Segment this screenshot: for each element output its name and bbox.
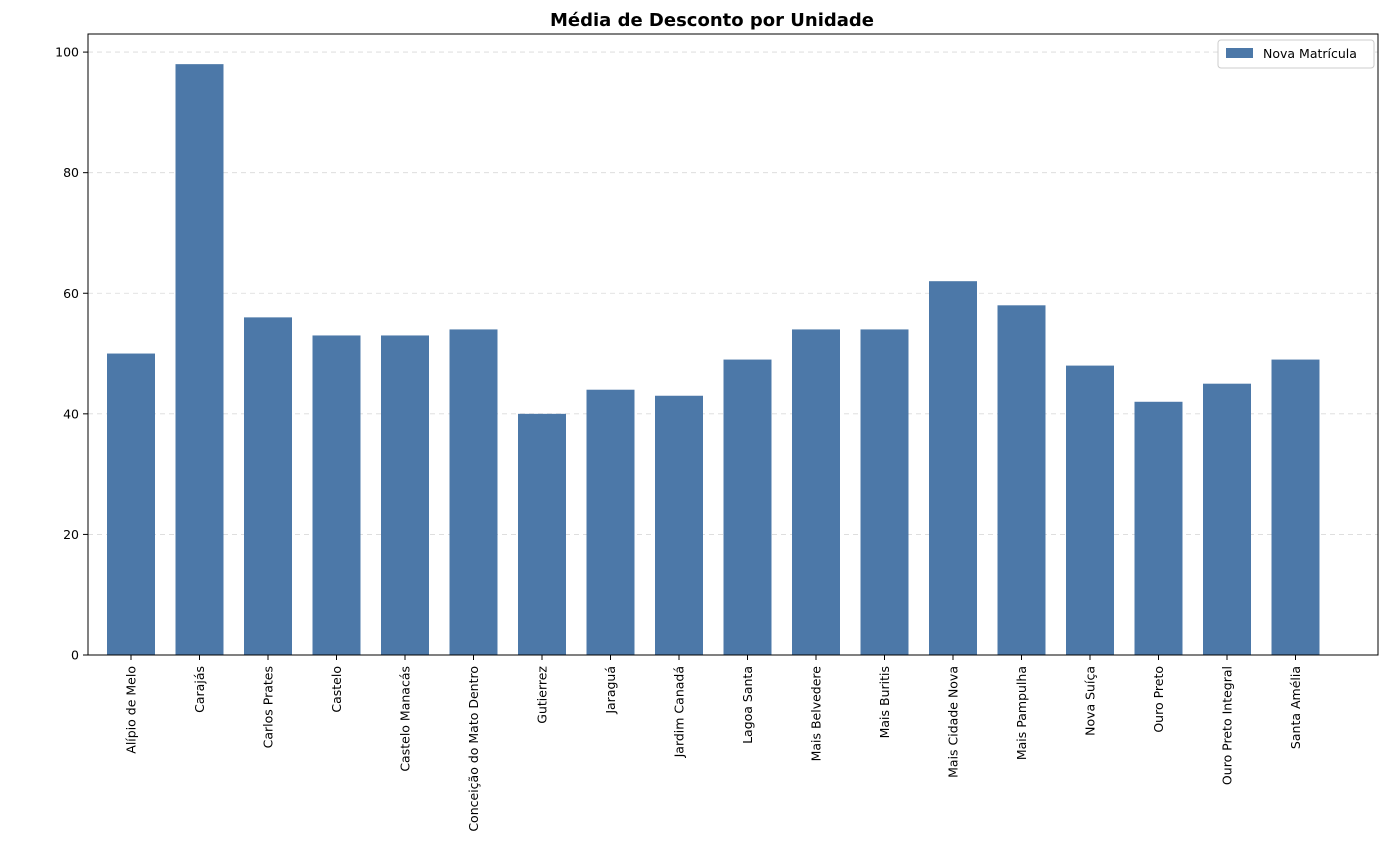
- bar-5: [449, 329, 498, 655]
- x-tick-label-10: Mais Belvedere: [809, 666, 824, 762]
- x-tick-label-0: Alípio de Melo: [124, 666, 139, 754]
- legend-swatch: [1226, 48, 1253, 58]
- x-tick-label-9: Lagoa Santa: [740, 666, 755, 744]
- bar-16: [1203, 383, 1251, 655]
- x-tick-labels: Alípio de Melo Carajás Carlos Prates Castel…: [124, 655, 1303, 832]
- y-tick-label-0: 0: [71, 648, 79, 663]
- axes: [87, 33, 1379, 656]
- y-tick-label-100: 100: [55, 45, 79, 60]
- bar-12: [929, 281, 977, 655]
- x-tick-label-13: Mais Pampulha: [1014, 666, 1029, 760]
- bar-10: [792, 329, 840, 655]
- x-tick-label-8: Jardim Canadá: [672, 666, 687, 758]
- bar-9: [723, 359, 772, 655]
- x-tick-label-5: Conceição do Mato Dentro: [466, 666, 481, 832]
- x-tick-label-16: Ouro Preto Integral: [1220, 666, 1235, 785]
- bar-7: [586, 389, 635, 655]
- x-tick-label-3: Castelo: [329, 666, 344, 713]
- bar-8: [655, 395, 703, 655]
- plot-frame: [87, 33, 1379, 656]
- x-tick-label-17: Santa Amélia: [1288, 666, 1303, 749]
- x-tick-label-11: Mais Buritis: [877, 666, 892, 738]
- x-tick-label-6: Gutierrez: [535, 666, 550, 724]
- x-tick-label-12: Mais Cidade Nova: [946, 666, 961, 778]
- bar-1: [175, 64, 224, 655]
- bar-2: [244, 317, 292, 655]
- x-tick-label-14: Nova Suíça: [1083, 666, 1098, 736]
- x-tick-label-1: Carajás: [192, 666, 207, 713]
- bar-6: [518, 413, 566, 655]
- y-tick-label-40: 40: [63, 406, 79, 421]
- x-tick-label-7: Jaraguá: [603, 666, 618, 715]
- bar-14: [1066, 365, 1114, 655]
- y-tick-label-60: 60: [63, 286, 79, 301]
- legend-box: [1217, 39, 1375, 69]
- legend: Nova Matrícula: [1217, 39, 1375, 69]
- bars: [107, 64, 1320, 655]
- x-tick-label-15: Ouro Preto: [1151, 666, 1166, 733]
- y-tick-labels: 0 20 40 60 80 100: [55, 45, 88, 663]
- bar-11: [860, 329, 909, 655]
- x-tick-label-2: Carlos Prates: [261, 666, 276, 748]
- bar-15: [1134, 401, 1183, 655]
- bar-0: [107, 353, 155, 655]
- bar-13: [997, 305, 1046, 655]
- bar-3: [312, 335, 361, 655]
- chart-title: Média de Desconto por Unidade: [550, 10, 874, 31]
- y-tick-label-80: 80: [63, 165, 79, 180]
- bar-4: [381, 335, 429, 655]
- y-tick-label-20: 20: [63, 527, 79, 542]
- x-tick-label-4: Castelo Manacás: [398, 666, 413, 772]
- bar-17: [1271, 359, 1320, 655]
- legend-label-nova-matricula: Nova Matrícula: [1263, 46, 1357, 61]
